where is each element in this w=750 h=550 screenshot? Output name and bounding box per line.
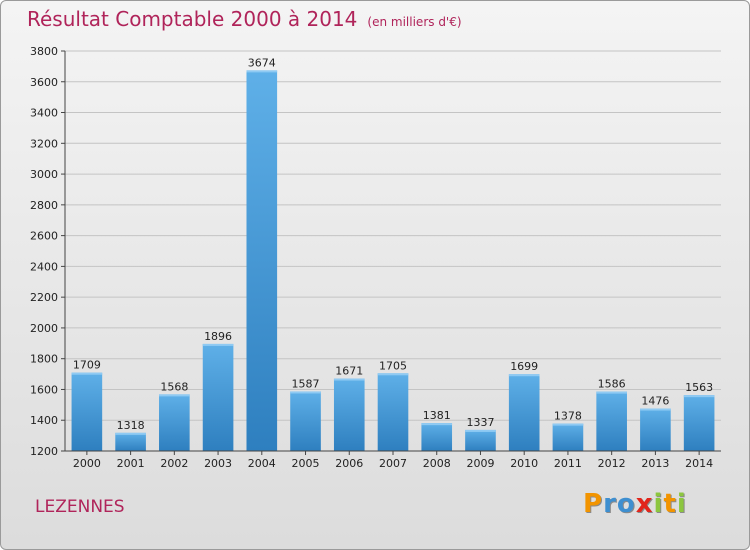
- data-label: 1378: [554, 410, 582, 423]
- x-tick-label: 2002: [160, 457, 188, 470]
- bar-highlight: [290, 391, 321, 394]
- bar-highlight: [683, 395, 715, 398]
- y-tick-label: 1800: [30, 353, 58, 366]
- bar-highlight: [246, 70, 278, 73]
- title-text: Résultat Comptable 2000 à 2014: [27, 7, 358, 31]
- x-tick-label: 2001: [117, 457, 145, 470]
- x-tick-label: 2010: [510, 457, 538, 470]
- bar: [552, 423, 584, 451]
- town-name: LEZENNES: [35, 497, 125, 517]
- x-tick-label: 2009: [466, 457, 494, 470]
- bar-highlight: [552, 423, 584, 426]
- proxiti-logo[interactable]: Proxiti: [583, 489, 687, 519]
- bar: [333, 378, 365, 451]
- y-tick-label: 2600: [30, 230, 58, 243]
- bars: 1709 1318 1568 1896 3674 1587 1671 1705 1381 1337…: [71, 56, 715, 451]
- y-tick-label: 3600: [30, 76, 58, 89]
- bar: [640, 408, 671, 451]
- data-label: 1568: [160, 380, 188, 393]
- data-label: 1896: [204, 330, 232, 343]
- y-tick-label: 3000: [30, 168, 58, 181]
- bar: [508, 374, 540, 451]
- bar-highlight: [202, 343, 234, 346]
- x-tick-label: 2005: [292, 457, 320, 470]
- logo-letter: o: [616, 489, 636, 519]
- logo-letter: r: [603, 489, 617, 519]
- unit-label: (en milliers d'€): [367, 15, 462, 29]
- y-tick-label: 3400: [30, 107, 58, 120]
- y-tick-label: 2400: [30, 260, 58, 273]
- bar: [115, 432, 146, 451]
- x-tick-label: 2000: [73, 457, 101, 470]
- data-label: 1671: [335, 365, 363, 378]
- bar-highlight: [71, 372, 103, 375]
- logo-letter: i: [653, 489, 664, 519]
- bar-highlight: [115, 432, 146, 435]
- bar-highlight: [159, 394, 190, 397]
- bar: [465, 429, 496, 451]
- x-tick-label: 2007: [379, 457, 407, 470]
- y-tick-label: 3200: [30, 137, 58, 150]
- y-tick-label: 2800: [30, 199, 58, 212]
- data-label: 1318: [117, 419, 145, 432]
- bar: [246, 70, 278, 451]
- data-label: 1586: [598, 378, 626, 391]
- logo-letter: t: [663, 489, 677, 519]
- bar-highlight: [508, 374, 540, 377]
- bar-highlight: [333, 378, 365, 381]
- bar: [596, 391, 627, 451]
- data-label: 1563: [685, 381, 713, 394]
- y-tick-label: 1600: [30, 383, 58, 396]
- bar: [290, 391, 321, 451]
- bar: [377, 373, 409, 451]
- y-tick-label: 2200: [30, 291, 58, 304]
- y-tick-label: 1200: [30, 445, 58, 458]
- y-tick-label: 2000: [30, 322, 58, 335]
- y-tick-label: 1400: [30, 414, 58, 427]
- data-label: 1337: [466, 416, 494, 429]
- data-label: 1699: [510, 360, 538, 373]
- x-tick-label: 2006: [335, 457, 363, 470]
- x-tick-label: 2013: [641, 457, 669, 470]
- bar: [159, 394, 190, 451]
- data-label: 1381: [423, 409, 451, 422]
- logo-letter: x: [635, 489, 654, 519]
- x-axis: 2000 2001 2002 2003 2004 2005 2006 2007 2008 2009…: [65, 450, 721, 470]
- logo-letter: i: [676, 489, 687, 519]
- data-label: 1705: [379, 359, 407, 372]
- bar-highlight: [596, 391, 627, 394]
- bar: [71, 372, 103, 451]
- data-label: 1709: [73, 359, 101, 372]
- bar-highlight: [465, 429, 496, 432]
- x-tick-label: 2003: [204, 457, 232, 470]
- bar: [421, 423, 453, 451]
- y-tick-label: 3800: [30, 45, 58, 58]
- logo-letter: P: [583, 489, 604, 519]
- data-label: 1476: [641, 395, 669, 408]
- data-label: 3674: [248, 56, 276, 69]
- x-tick-label: 2004: [248, 457, 276, 470]
- x-tick-label: 2011: [554, 457, 582, 470]
- x-tick-label: 2008: [423, 457, 451, 470]
- x-tick-label: 2012: [598, 457, 626, 470]
- bar: [683, 395, 715, 451]
- x-tick-label: 2014: [685, 457, 713, 470]
- y-axis: 1200 1400 1600 1800 2000 2200 2400 2600 2800 3000…: [30, 45, 66, 458]
- bar-highlight: [421, 423, 453, 426]
- bar-highlight: [640, 408, 671, 411]
- bar: [202, 343, 234, 451]
- bar-highlight: [377, 373, 409, 376]
- data-label: 1587: [292, 377, 320, 390]
- chart-title: Résultat Comptable 2000 à 2014 (en millie…: [27, 7, 462, 31]
